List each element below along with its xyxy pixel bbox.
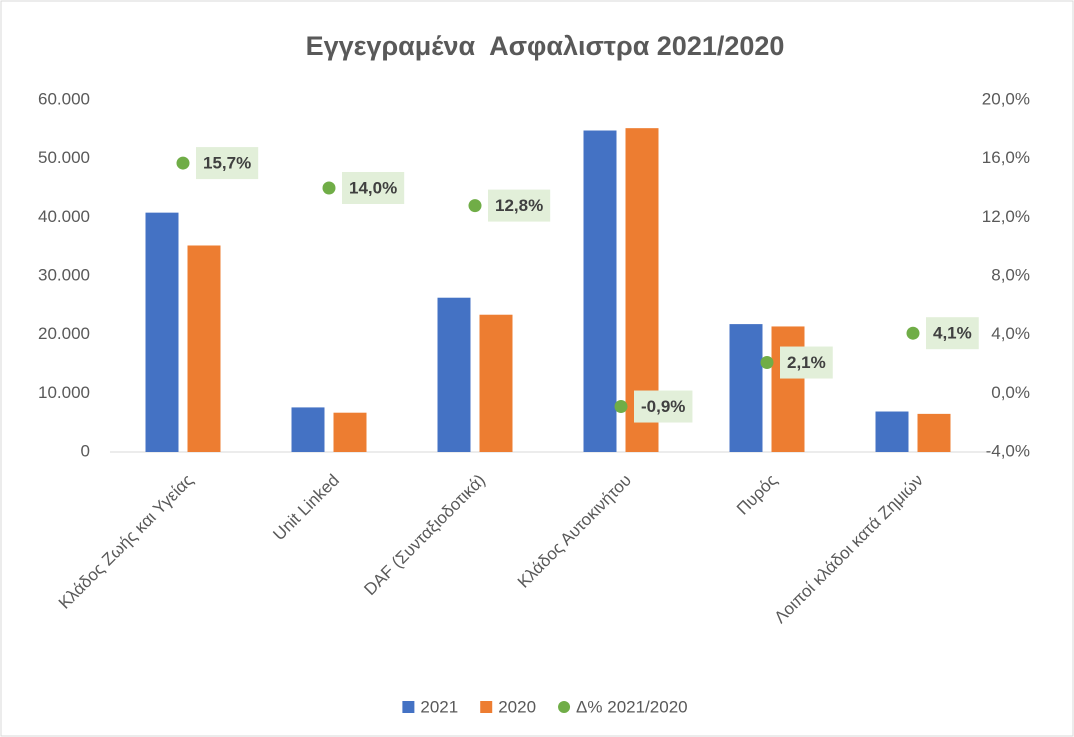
legend-swatch [402,701,415,713]
bar [187,245,221,452]
bar [145,212,179,452]
data-label-text: -0,9% [641,397,685,416]
y-tick-label: 40.000 [38,207,90,226]
y-tick-label: 50.000 [38,148,90,167]
data-label: 14,0% [342,172,405,204]
legend: 2021 2020 Δ% 2021/2020 [402,697,688,716]
bar [333,412,367,452]
y2-tick-label: 20,0% [982,89,1030,108]
y2-tick-label: 0,0% [991,383,1030,402]
legend-swatch [480,701,493,713]
bar [875,411,909,452]
y2-tick-label: 16,0% [982,148,1030,167]
data-label-text: 4,1% [933,324,972,343]
data-label-bg [926,317,979,350]
data-label-bg [488,189,551,222]
legend-label: 2021 [420,697,458,716]
bar [583,130,617,453]
y-tick-label: 10.000 [38,383,90,402]
bar [291,407,325,452]
data-label: -0,9% [634,390,693,423]
legend-label: Δ% 2021/2020 [576,697,688,716]
bar [729,324,763,452]
bar [917,413,951,452]
data-label-bg [634,390,693,423]
data-label-text: 2,1% [787,353,826,372]
data-label-bg [342,172,405,204]
data-label: 15,7% [196,147,259,180]
data-label-text: 12,8% [495,196,543,215]
marker [468,199,482,213]
legend-label: 2020 [498,697,536,716]
y2-tick-label: 12,0% [982,207,1030,226]
bar [771,326,805,452]
y-tick-label: 0 [81,441,90,460]
data-label: 4,1% [926,317,979,350]
data-label-bg [780,346,833,379]
bar [479,314,513,452]
y2-tick-label: 4,0% [991,324,1030,343]
y-tick-label: 30.000 [38,265,90,284]
chart-title: Εγγεγραμένα Ασφαλιστρα 2021/2020 [306,31,785,61]
y2-tick-label: -4,0% [986,441,1030,460]
marker [176,156,190,170]
y-tick-label: 20.000 [38,324,90,343]
marker [322,181,336,195]
data-label: 2,1% [780,346,833,379]
data-label-text: 15,7% [203,154,251,173]
marker [614,400,628,414]
y2-tick-label: 8,0% [991,265,1030,284]
legend-swatch [558,701,571,713]
data-label: 12,8% [488,189,551,222]
marker [906,326,920,340]
bar [437,297,471,452]
data-label-text: 14,0% [349,178,397,197]
data-label-bg [196,147,259,180]
y-tick-label: 60.000 [38,89,90,108]
marker [760,356,774,370]
